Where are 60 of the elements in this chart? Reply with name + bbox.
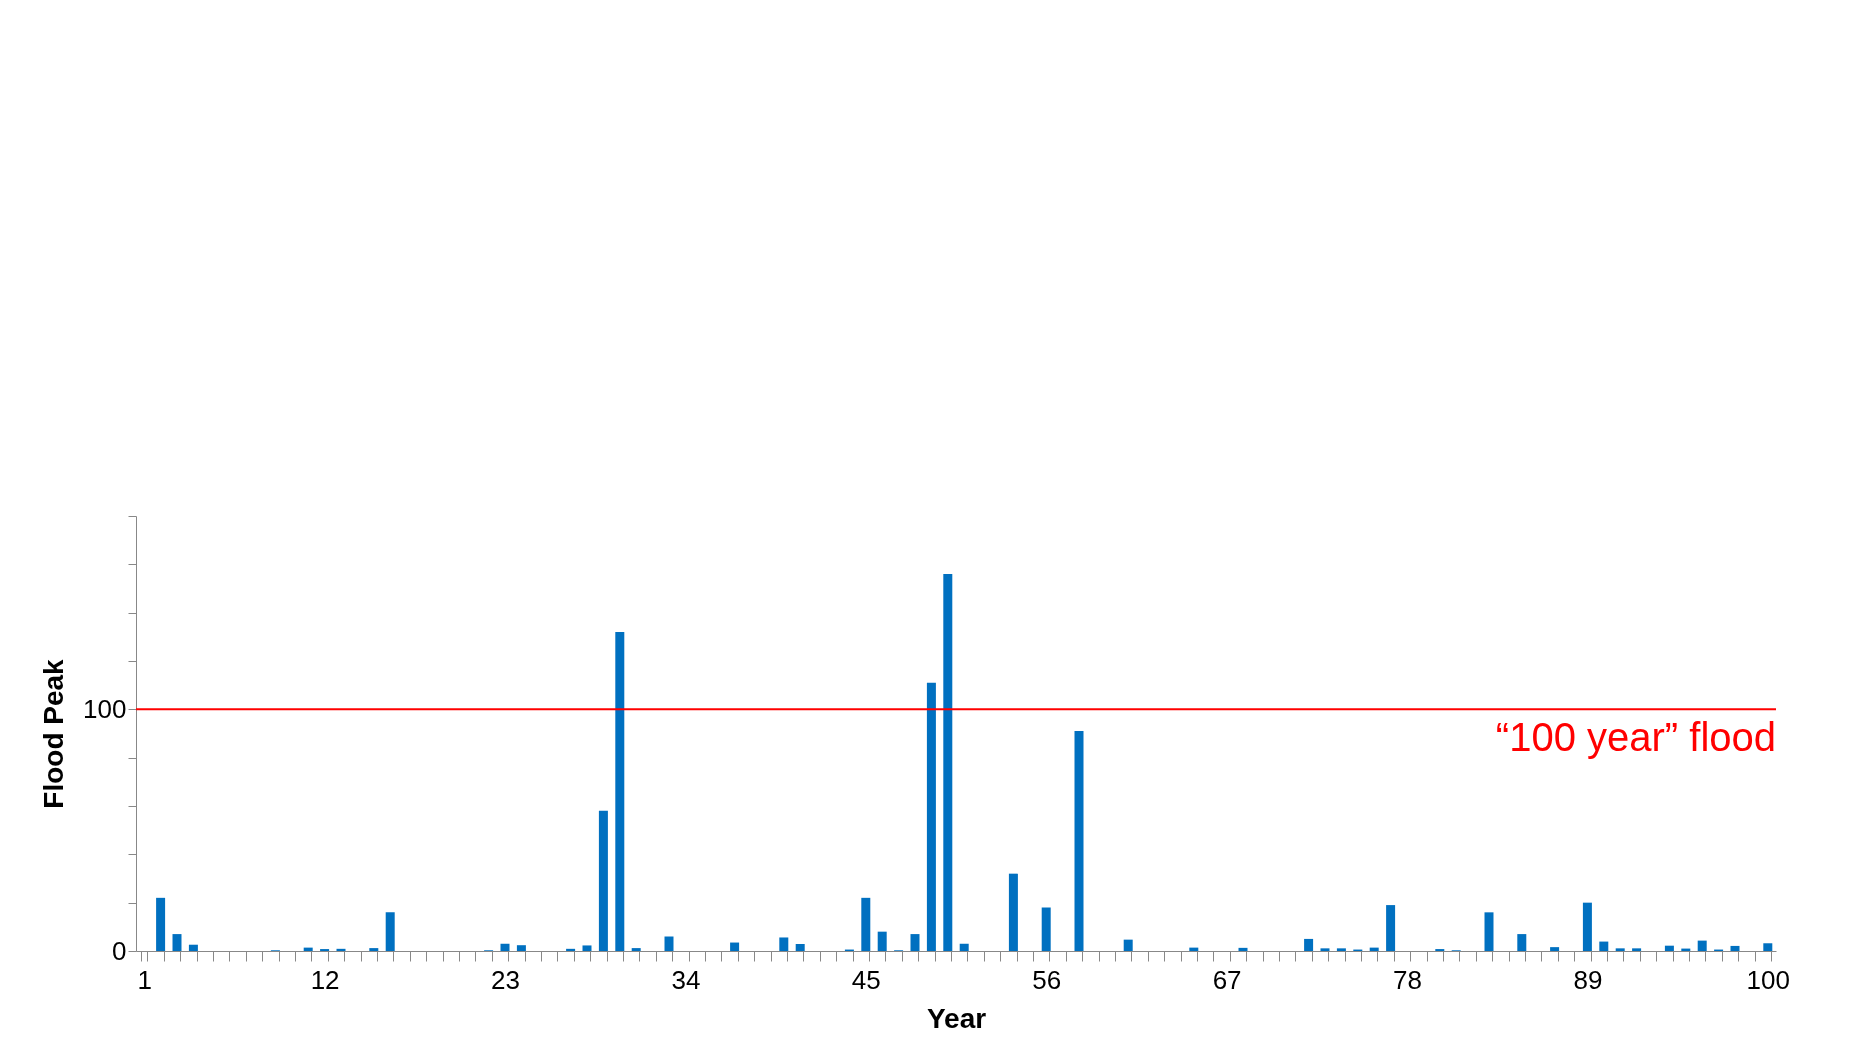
- bar: [598, 810, 608, 951]
- bar: [779, 937, 789, 951]
- ref-line-label: “100 year” flood: [1495, 715, 1776, 760]
- bar: [631, 948, 641, 951]
- bar: [877, 931, 887, 951]
- bar: [1320, 948, 1330, 951]
- bar: [861, 897, 871, 951]
- bar: [730, 942, 740, 951]
- y-axis-title: Flood Peak: [38, 658, 70, 809]
- bar: [1484, 912, 1494, 951]
- bar: [1582, 902, 1592, 951]
- bar: [943, 574, 953, 951]
- bar: [1697, 940, 1707, 951]
- bar: [926, 682, 936, 951]
- bar: [385, 912, 395, 951]
- bar: [1632, 948, 1642, 951]
- bar: [1664, 945, 1674, 951]
- bar: [615, 632, 625, 951]
- bar: [1074, 731, 1084, 951]
- x-tick-label: 89: [1573, 964, 1603, 995]
- bar: [1550, 947, 1560, 951]
- bar: [566, 948, 576, 951]
- bar: [1615, 948, 1625, 951]
- x-tick-label: 1: [137, 964, 152, 995]
- bar: [959, 943, 969, 951]
- x-tick-label: 67: [1212, 964, 1242, 995]
- bar: [1304, 938, 1314, 951]
- bar: [1008, 873, 1018, 951]
- bar: [1336, 948, 1346, 951]
- bar: [910, 934, 920, 951]
- x-tick-label: 100: [1746, 964, 1790, 995]
- bar: [1517, 934, 1527, 951]
- x-tick-label: 23: [491, 964, 520, 995]
- bar: [1730, 945, 1740, 951]
- bar: [1189, 947, 1199, 951]
- x-tick-label: 56: [1032, 964, 1062, 995]
- bar: [336, 948, 346, 951]
- bar: [369, 948, 379, 951]
- bar: [1041, 907, 1051, 951]
- bar: [188, 944, 198, 951]
- x-axis-title: Year: [926, 1002, 987, 1034]
- bar: [795, 943, 805, 951]
- bar: [664, 936, 674, 951]
- y-tick-label: 0: [112, 935, 127, 966]
- x-tick-label: 45: [851, 964, 881, 995]
- bar: [516, 945, 526, 951]
- bar: [500, 943, 510, 951]
- bar: [1369, 947, 1379, 951]
- bar: [172, 934, 182, 951]
- bar: [156, 897, 166, 951]
- x-tick-label: 78: [1393, 964, 1422, 995]
- bar: [1763, 943, 1773, 951]
- x-tick-label: 34: [671, 964, 701, 995]
- bar: [582, 945, 592, 951]
- bar: [1123, 939, 1133, 951]
- bar: [1238, 947, 1248, 951]
- x-tick-label: 12: [310, 964, 340, 995]
- bar: [303, 947, 313, 951]
- bar: [1599, 941, 1609, 951]
- bar: [1386, 905, 1396, 951]
